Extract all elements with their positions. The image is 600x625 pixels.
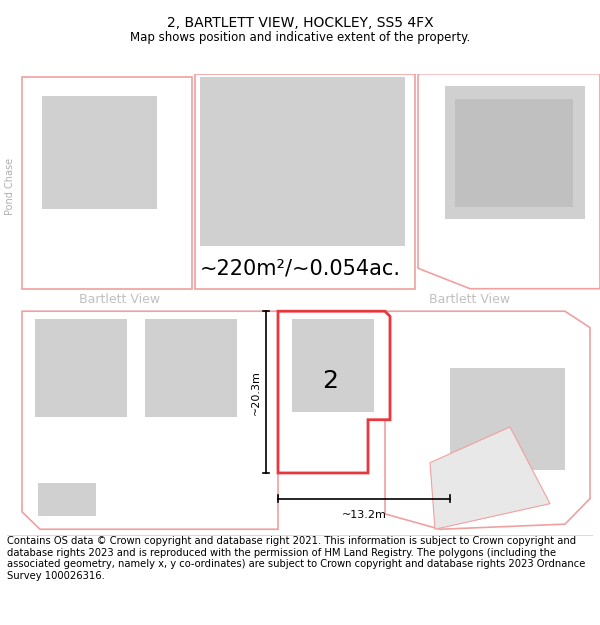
Polygon shape <box>22 311 278 529</box>
Text: 2: 2 <box>322 369 338 393</box>
Text: ~20.3m: ~20.3m <box>251 369 261 414</box>
Bar <box>35 319 127 417</box>
Bar <box>445 86 585 219</box>
Polygon shape <box>418 74 600 289</box>
Bar <box>450 368 565 470</box>
Bar <box>42 96 157 209</box>
Text: ~13.2m: ~13.2m <box>341 510 386 520</box>
Text: Bartlett View: Bartlett View <box>79 294 161 306</box>
Text: ~220m²/~0.054ac.: ~220m²/~0.054ac. <box>199 258 401 278</box>
Text: 2, BARTLETT VIEW, HOCKLEY, SS5 4FX: 2, BARTLETT VIEW, HOCKLEY, SS5 4FX <box>167 16 433 29</box>
Text: Pond Chase: Pond Chase <box>5 158 15 215</box>
Polygon shape <box>385 311 590 529</box>
Text: Contains OS data © Crown copyright and database right 2021. This information is : Contains OS data © Crown copyright and d… <box>7 536 586 581</box>
Bar <box>200 77 405 246</box>
Bar <box>292 319 374 411</box>
Polygon shape <box>278 311 390 473</box>
Polygon shape <box>430 427 550 529</box>
Text: Bartlett View: Bartlett View <box>430 294 511 306</box>
Bar <box>38 483 96 516</box>
Bar <box>145 319 237 417</box>
Polygon shape <box>195 74 415 289</box>
Text: Map shows position and indicative extent of the property.: Map shows position and indicative extent… <box>130 31 470 44</box>
Bar <box>455 99 573 207</box>
Polygon shape <box>22 77 192 289</box>
